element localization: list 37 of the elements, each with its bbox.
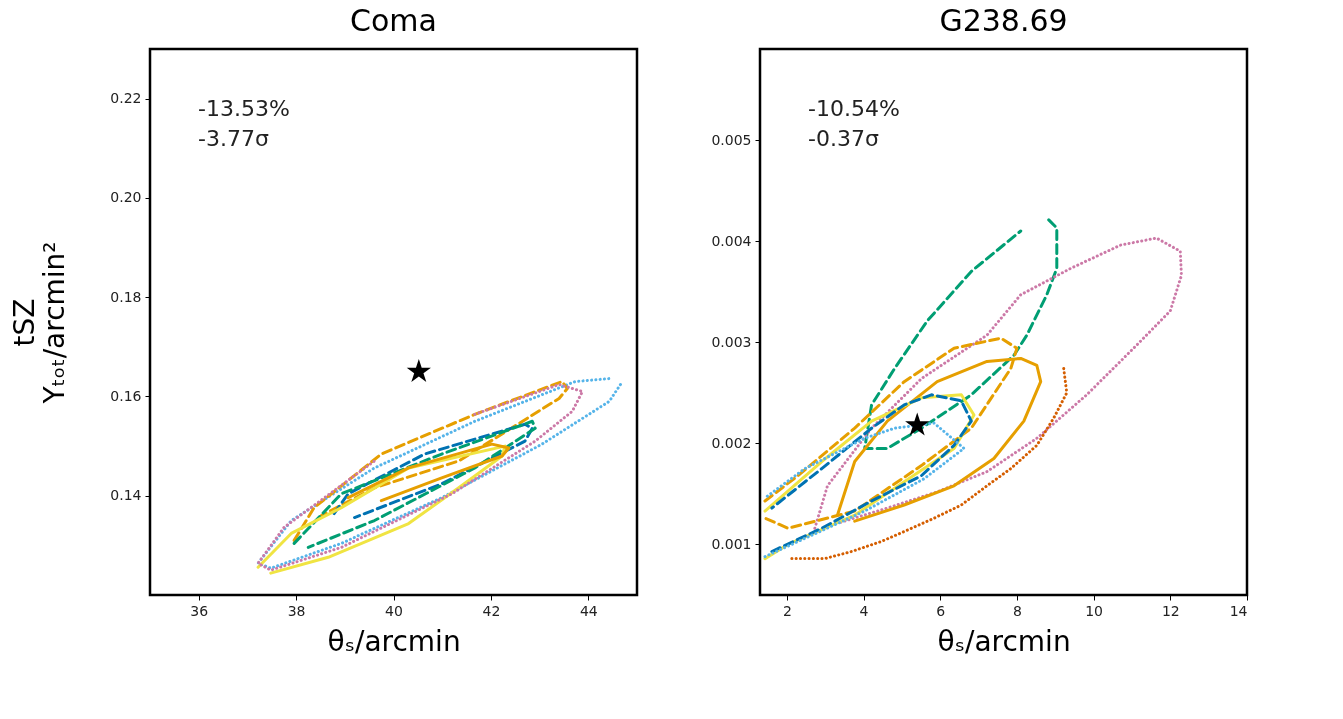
y-tick-label: 0.005 — [711, 131, 752, 148]
line-series — [292, 419, 537, 549]
y-tick-label: 0.14 — [110, 487, 142, 504]
y-tick-label: 0.18 — [110, 288, 142, 305]
y-tick-label: 0.001 — [711, 535, 752, 552]
line-series — [292, 380, 569, 542]
x-tick-label: 2 — [782, 602, 792, 619]
x-tick-label: 10 — [1085, 602, 1104, 619]
annotation: -10.54% -0.37σ — [808, 96, 900, 151]
y-tick-label: 0.20 — [110, 189, 142, 206]
x-tick-label: 6 — [936, 602, 946, 619]
y-tick-label: 0.004 — [711, 232, 752, 249]
x-tick-label: 4 — [859, 602, 869, 619]
y-tick-label: 0.003 — [711, 333, 752, 350]
annotation: -13.53% -3.77σ — [198, 96, 290, 151]
x-tick-label: 8 — [1012, 602, 1022, 619]
x-axis-title: θₛ/arcmin — [327, 624, 461, 658]
y-tick-label: 0.16 — [110, 387, 142, 404]
chart-title: Coma — [350, 3, 437, 38]
x-tick-label: 44 — [579, 602, 598, 619]
line-series — [346, 442, 511, 503]
y-axis-title: tSZ Yₜₒₜ/arcmin² — [8, 241, 72, 405]
line-series — [863, 218, 1059, 450]
x-tick-label: 38 — [287, 602, 306, 619]
line-series — [763, 421, 966, 559]
chart-title: G238.69 — [939, 3, 1068, 38]
line-series — [332, 422, 534, 520]
x-tick-label: 12 — [1161, 602, 1180, 619]
y-tick-label: 0.22 — [110, 90, 142, 107]
x-tick-label: 36 — [190, 602, 209, 619]
y-tick-label: 0.002 — [711, 434, 752, 451]
x-axis-title: θₛ/arcmin — [937, 624, 1071, 658]
x-tick-label: 42 — [482, 602, 501, 619]
line-series — [790, 367, 1069, 561]
line-series — [813, 236, 1183, 530]
x-tick-label: 40 — [385, 602, 403, 619]
x-tick-label: 14 — [1229, 602, 1248, 619]
